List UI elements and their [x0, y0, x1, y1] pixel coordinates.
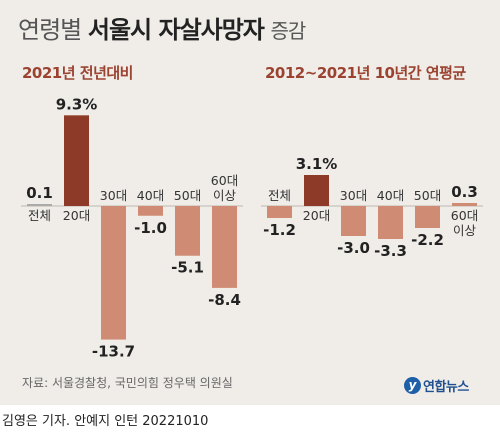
chart-1-category-label-1: 20대: [63, 208, 90, 223]
credit-line: 김영은 기자. 안예지 인턴 20221010: [2, 414, 209, 429]
chart-2-bar-4: [415, 206, 440, 228]
chart-2-bar-2: [341, 206, 366, 236]
chart-1-value-label-5: -8.4: [208, 291, 241, 309]
title-suffix: 증감: [270, 19, 307, 43]
chart-2-category-label-1: 20대: [303, 208, 330, 223]
chart-2-bar-5: [452, 203, 477, 206]
yonhap-logo-text: 연합뉴스: [423, 379, 469, 395]
chart-1-bar-1: [64, 115, 89, 206]
chart-2-bar-3: [378, 206, 403, 239]
chart-1-value-label-1: 9.3%: [56, 95, 98, 113]
chart-2-category-label-0: 전체: [268, 188, 291, 203]
chart-2-bar-0: [267, 206, 292, 218]
chart-1-category-label-4: 50대: [174, 188, 201, 203]
chart-1-category-label-5-1: 이상: [213, 188, 237, 203]
chart-1-value-label-2: -13.7: [92, 343, 135, 361]
infographic-card: 연령별 서울시 자살사망자 증감 2021년 전년대비 2012~2021년 1…: [0, 0, 500, 405]
charts-svg: 0.1 전체 9.3% 20대 -13.7 30대 -1.0 40대 -5.1 50대 -8.4 60…: [21, 95, 483, 361]
chart-2-category-label-3: 40대: [377, 188, 404, 203]
chart-1-category-label-0: 전체: [28, 208, 51, 223]
page-title: 연령별 서울시 자살사망자 증감: [18, 10, 307, 45]
title-main: 서울시 자살사망자: [87, 16, 265, 44]
chart-2-title: 2012~2021년 10년간 연평균: [265, 64, 466, 82]
chart-2-category-label-2: 30대: [340, 188, 367, 203]
chart-2-category-label-5-1: 이상: [453, 223, 477, 238]
chart-2-value-label-5: 0.3: [451, 183, 478, 201]
chart-1-bar-0: [27, 204, 52, 206]
source-note: 자료: 서울경찰청, 국민의힘 정우택 의원실: [22, 376, 233, 390]
chart-2-bar-1: [304, 175, 329, 206]
yonhap-logo: y 연합뉴스: [404, 375, 469, 395]
chart-1-bar-2: [101, 206, 126, 340]
chart-1-value-label-4: -5.1: [171, 259, 204, 277]
chart-2-category-label-5-0: 60대: [451, 208, 478, 223]
chart-1-category-label-3: 40대: [137, 188, 164, 203]
chart-2-category-label-4: 50대: [414, 188, 441, 203]
chart-1-bar-3: [138, 206, 163, 216]
chart-1-bar-4: [175, 206, 200, 256]
chart-2-value-label-3: -3.3: [374, 242, 407, 260]
chart-2-value-label-0: -1.2: [263, 221, 296, 239]
chart-1-bar-5: [212, 206, 237, 288]
chart-1-title: 2021년 전년대비: [22, 64, 133, 82]
chart-1-category-label-5-0: 60대: [211, 173, 238, 188]
chart-1-category-label-2: 30대: [100, 188, 127, 203]
chart-2-value-label-4: -2.2: [411, 231, 444, 249]
chart-2-value-label-1: 3.1%: [296, 155, 338, 173]
title-prefix: 연령별: [18, 16, 82, 44]
chart-1-value-label-0: 0.1: [26, 184, 53, 202]
chart-2-value-label-2: -3.0: [337, 239, 370, 257]
yonhap-logo-icon: y: [404, 376, 421, 394]
chart-1-value-label-3: -1.0: [134, 219, 167, 237]
